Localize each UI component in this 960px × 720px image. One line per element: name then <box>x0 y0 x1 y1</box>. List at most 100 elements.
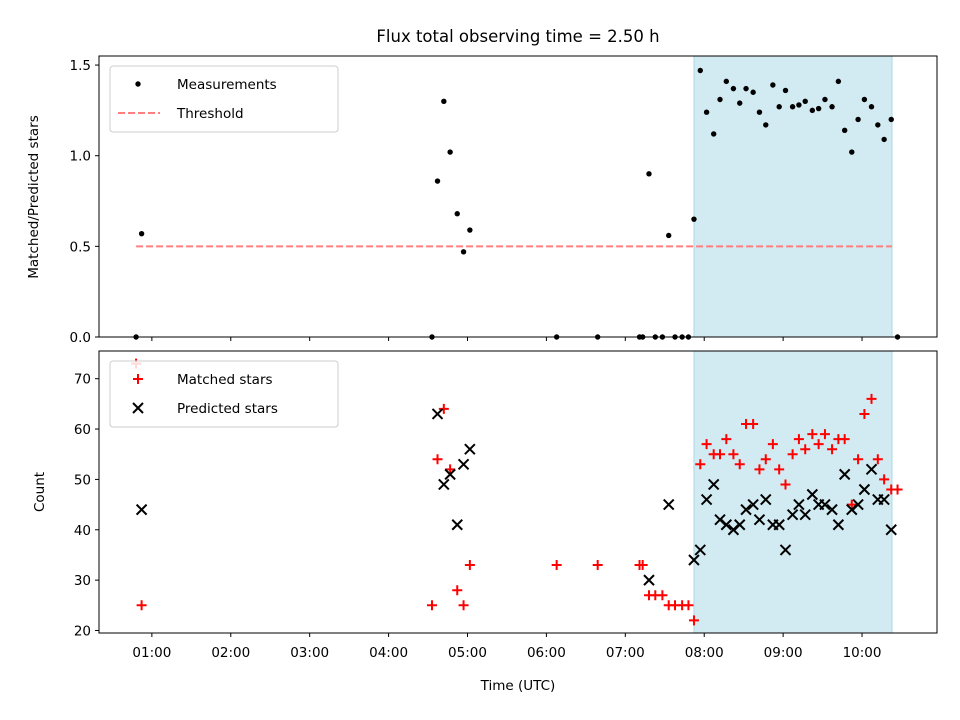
measurement-point <box>861 96 868 103</box>
legend-label: Measurements <box>177 77 277 93</box>
predicted-star-marker <box>707 478 720 491</box>
bottom-y-axis-label: Count <box>32 472 48 512</box>
matched-star-marker <box>846 499 857 510</box>
top-y-axis-label: Matched/Predicted stars <box>26 115 42 278</box>
y-tick-label: 40 <box>74 523 91 539</box>
matched-star-marker <box>432 454 443 465</box>
measurement-point <box>776 104 782 110</box>
predicted-star-marker <box>779 544 792 556</box>
y-tick-label: 20 <box>74 623 91 639</box>
matched-star-marker <box>780 479 791 490</box>
x-tick-label: 08:00 <box>685 645 724 661</box>
matched-star-marker <box>760 454 771 465</box>
measurement-point <box>782 87 789 94</box>
predicted-star-marker <box>753 513 766 526</box>
matched-star-marker <box>688 615 699 626</box>
matched-star-marker <box>787 449 798 460</box>
matched-star-marker <box>872 454 883 465</box>
matched-star-marker <box>728 449 739 460</box>
legend-plus-marker <box>133 374 143 384</box>
measurement-point <box>888 116 894 123</box>
predicted-star-marker <box>760 493 772 506</box>
legend-label: Threshold <box>176 106 244 122</box>
x-tick-label: 07:00 <box>606 645 645 661</box>
matched-star-marker <box>551 560 562 571</box>
y-tick-label: 1.0 <box>70 149 91 165</box>
x-tick-label: 04:00 <box>369 645 408 661</box>
matched-star-marker <box>853 454 864 465</box>
matched-star-marker <box>721 434 732 445</box>
measurement-point <box>447 149 453 155</box>
predicted-star-marker <box>865 463 878 476</box>
y-tick-label: 30 <box>74 573 91 589</box>
measurement-point <box>841 127 848 134</box>
x-tick-label: 10:00 <box>843 645 882 661</box>
y-tick-label: 60 <box>74 422 91 438</box>
matched-star-marker <box>592 560 603 571</box>
predicted-star-marker <box>663 498 675 511</box>
chart-title: Flux total observing time = 2.50 h <box>376 27 659 46</box>
predicted-star-marker <box>858 483 871 496</box>
y-tick-label: 0.0 <box>70 330 91 346</box>
predicted-star-marker <box>838 468 851 481</box>
x-tick-label: 05:00 <box>448 645 487 661</box>
matched-star-marker <box>892 484 903 495</box>
predicted-star-marker <box>720 519 733 531</box>
measurement-point <box>723 78 730 85</box>
measurement-point <box>809 107 816 114</box>
measurement-point <box>710 131 717 137</box>
x-tick-label: 06:00 <box>527 645 566 661</box>
predicted-star-marker <box>457 458 470 471</box>
predicted-star-marker <box>135 503 148 516</box>
matched-star-marker <box>458 600 469 611</box>
predicted-star-marker <box>826 503 838 516</box>
predicted-star-marker <box>852 498 864 511</box>
predicted-star-marker <box>799 508 811 521</box>
measurement-point <box>756 109 763 115</box>
measurement-point <box>802 98 808 105</box>
x-tick-label: 09:00 <box>764 645 803 661</box>
legend-label: Predicted stars <box>177 401 278 417</box>
predicted-star-marker <box>694 544 706 556</box>
measurement-point <box>875 122 881 128</box>
predicted-star-marker <box>464 443 476 455</box>
matched-star-marker <box>748 419 759 430</box>
matched-star-marker <box>452 585 463 596</box>
predicted-star-marker <box>431 408 444 420</box>
matched-star-marker <box>866 393 877 404</box>
predicted-star-marker <box>793 498 805 511</box>
x-tick-label: 02:00 <box>211 645 250 661</box>
measurement-point <box>835 78 842 85</box>
count-panel: 20 30 40 50 60 70 01:00 02:00 03:00 04:00 05:00 06:… <box>74 350 938 661</box>
matched-star-marker <box>445 464 456 475</box>
predicted-star-marker <box>832 519 845 531</box>
measurement-point <box>881 136 887 143</box>
measurement-point <box>717 96 723 103</box>
legend-box <box>109 360 339 428</box>
matched-star-marker <box>819 429 830 440</box>
measurement-point <box>815 105 822 112</box>
matched-star-marker <box>426 600 437 611</box>
predicted-star-marker <box>885 524 897 536</box>
measurement-point <box>737 100 743 106</box>
x-tick-label: 01:00 <box>132 645 171 661</box>
measurement-point <box>467 227 473 233</box>
matched-star-marker <box>793 434 804 445</box>
matched-star-marker <box>637 560 648 571</box>
measurement-point <box>829 104 835 110</box>
matched-star-marker <box>701 439 712 450</box>
axes-frame <box>98 350 938 634</box>
matched-star-marker <box>767 439 778 450</box>
predicted-star-marker <box>438 478 450 491</box>
measurement-point <box>855 116 861 123</box>
predicted-star-marker <box>688 554 700 566</box>
predicted-star-marker <box>451 519 463 531</box>
matched-star-marker <box>695 459 706 470</box>
legend-label: Matched stars <box>177 372 273 388</box>
measurement-point <box>849 149 855 155</box>
measurement-point <box>796 102 802 108</box>
predicted-star-marker <box>878 493 890 506</box>
measurement-point <box>138 230 145 237</box>
y-tick-label: 0.5 <box>70 239 91 255</box>
measurement-point <box>743 85 749 92</box>
